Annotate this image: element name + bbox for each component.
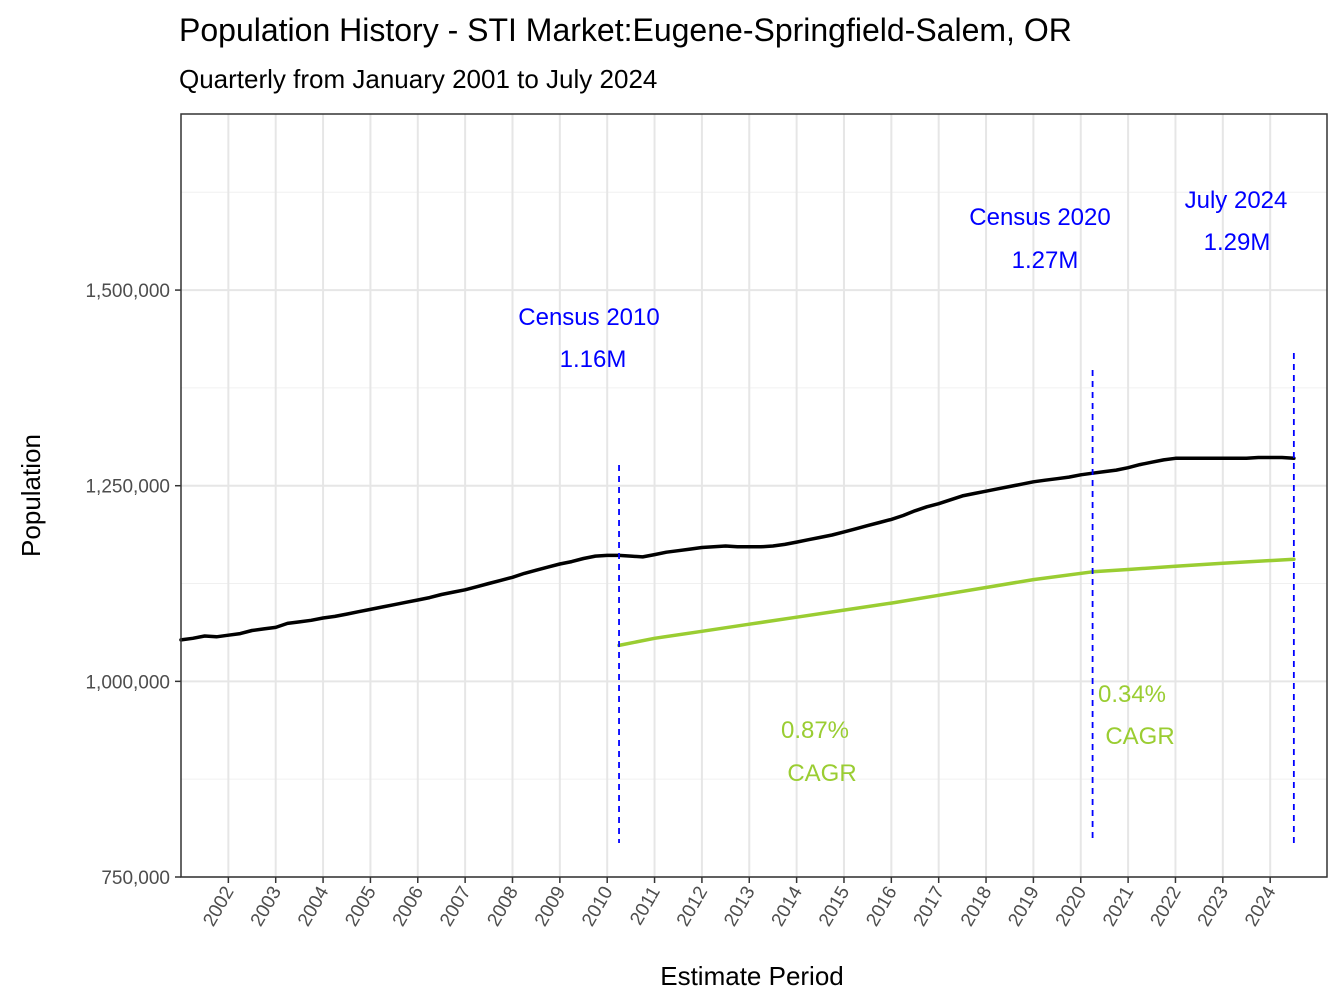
annotation-census-2020-label: Census 2020	[969, 204, 1110, 231]
x-tick-label: 2016	[862, 883, 901, 930]
annotation-cagr-2010-2020-label: CAGR	[787, 760, 856, 787]
series-layer	[179, 455, 1296, 648]
x-tick-label: 2022	[1146, 883, 1185, 930]
annotation-july-2024-label: July 2024	[1185, 187, 1288, 214]
annotation-cagr-2010-2020-value: 0.87%	[781, 717, 849, 744]
annotation-layer: Census 2010 1.16M Census 2020 1.27M July 202…	[518, 187, 1287, 787]
annotation-census-2020-value: 1.27M	[1012, 247, 1079, 274]
x-tick-label: 2021	[1099, 883, 1138, 930]
x-tick-label: 2009	[531, 883, 570, 930]
x-tick-label: 2015	[815, 883, 854, 930]
x-tick-label: 2014	[768, 883, 808, 930]
x-tick-label: 2002	[199, 883, 238, 930]
x-tick-label: 2019	[1004, 883, 1043, 930]
annotation-census-2010-label: Census 2010	[518, 304, 659, 331]
y-tick-label: 1,000,000	[85, 672, 170, 693]
x-axis-title: Estimate Period	[660, 961, 844, 991]
plot-border	[180, 113, 1328, 878]
x-tick-label: 2018	[957, 883, 996, 930]
annotation-cagr-2020-2024-label: CAGR	[1105, 723, 1174, 750]
y-tick-label: 1,250,000	[85, 477, 170, 498]
y-tick-label: 1,500,000	[85, 281, 170, 302]
chart-title: Population History - STI Market:Eugene-S…	[179, 12, 1072, 48]
x-tick-label: 2017	[910, 883, 949, 930]
x-tick-label: 2023	[1194, 883, 1233, 930]
grid-layer	[181, 114, 1327, 878]
x-tick-label: 2013	[720, 883, 759, 930]
x-tick-label: 2003	[247, 883, 286, 930]
population-line	[179, 455, 1296, 642]
annotation-july-2024-value: 1.29M	[1204, 229, 1271, 256]
annotation-cagr-2020-2024-value: 0.34%	[1098, 681, 1166, 708]
x-tick-label: 2024	[1241, 883, 1281, 930]
x-tick-label: 2012	[673, 883, 712, 930]
y-axis-title: Population	[16, 434, 46, 557]
vline-layer	[618, 353, 1295, 843]
x-tick-label: 2020	[1052, 883, 1091, 930]
x-tick-label: 2011	[626, 883, 665, 929]
annotation-census-2010-value: 1.16M	[560, 346, 627, 373]
x-tick-label: 2006	[389, 883, 428, 930]
chart-subtitle: Quarterly from January 2001 to July 2024	[179, 64, 658, 94]
x-tick-label: 2007	[436, 883, 475, 930]
y-tick-label: 750,000	[101, 868, 170, 889]
x-tick-label: 2008	[483, 883, 522, 930]
cagr-trend-line	[617, 557, 1296, 648]
x-tick-label: 2004	[294, 883, 334, 930]
x-tick-label: 2010	[578, 883, 617, 930]
plot-panel	[181, 114, 1327, 877]
x-tick-label: 2005	[341, 883, 380, 930]
